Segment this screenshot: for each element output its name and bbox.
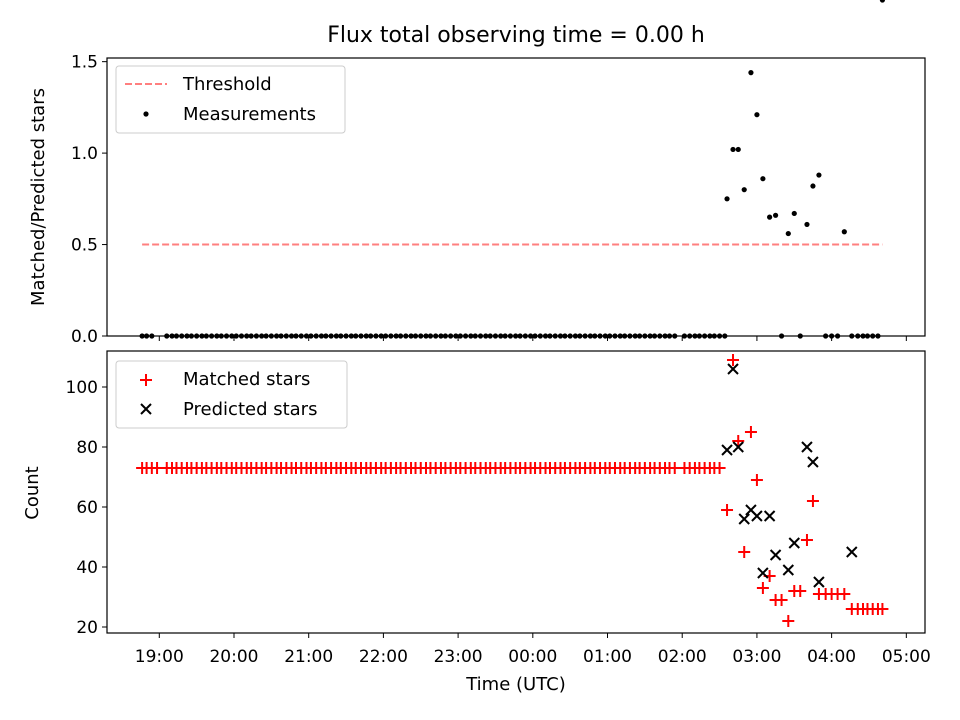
measurement-point	[772, 212, 779, 218]
matched-star-point	[732, 435, 745, 447]
bottom-legend: Matched stars Predicted stars	[115, 360, 348, 429]
x-tick-label: 01:00	[583, 647, 632, 667]
measurement-point	[804, 221, 810, 228]
legend-label-matched: Matched stars	[183, 369, 310, 390]
matched-star-point	[876, 603, 889, 615]
bottom-y-tick-label: 100	[66, 378, 98, 398]
x-tick-label: 19:00	[135, 647, 184, 667]
predicted-star-point	[782, 564, 795, 576]
x-tick-label: 23:00	[434, 647, 483, 667]
measurement-point	[730, 146, 736, 153]
bottom-y-axis-label: Count	[22, 466, 43, 519]
bottom-legend-box	[115, 360, 348, 429]
legend-label-predicted: Predicted stars	[183, 399, 317, 420]
matched-star-point	[775, 594, 788, 606]
legend-label-threshold: Threshold	[182, 74, 272, 95]
matched-star-point	[738, 546, 751, 558]
bottom-axes-frame	[106, 350, 926, 634]
x-tick-label: 00:00	[508, 647, 557, 667]
predicted-star-point	[738, 513, 750, 525]
bottom-y-tick-label: 40	[76, 558, 98, 578]
matched-star-point	[794, 585, 807, 597]
top-y-axis: 0.0 0.5 1.0 1.5	[71, 53, 107, 347]
measurement-point	[748, 70, 754, 76]
measurement-point	[724, 196, 730, 202]
x-axis-label: Time (UTC)	[465, 674, 566, 695]
measurement-point	[767, 214, 773, 220]
x-tick-label: 02:00	[658, 647, 707, 667]
predicted-star-point	[813, 576, 825, 588]
x-tick-label: 03:00	[732, 647, 781, 667]
measurement-points	[139, 0, 886, 339]
matched-star-point	[800, 534, 813, 546]
bottom-y-axis: 20 40 60 80 100	[66, 378, 107, 638]
x-tick-label: 20:00	[209, 647, 258, 667]
predicted-star-point	[763, 510, 776, 522]
top-axes-frame	[106, 57, 926, 337]
measurement-point	[816, 172, 822, 178]
top-legend: Threshold Measurements	[115, 65, 346, 134]
top-y-tick-label: 0.0	[71, 327, 98, 347]
top-x-ticks	[158, 336, 907, 341]
matched-star-point	[838, 588, 851, 600]
measurement-point	[791, 210, 797, 217]
x-tick-label: 22:00	[359, 647, 408, 667]
measurement-point	[785, 230, 791, 237]
measurement-point	[810, 183, 816, 189]
top-y-tick-label: 0.5	[71, 236, 98, 256]
top-y-axis-label: Matched/Predicted stars	[28, 88, 49, 306]
bottom-y-tick-label: 60	[76, 498, 98, 518]
predicted-star-point	[732, 441, 744, 453]
bottom-y-tick-label: 20	[76, 618, 98, 638]
predicted-star-point	[807, 456, 819, 468]
legend-label-measurements: Measurements	[183, 104, 316, 125]
predicted-star-point	[769, 549, 782, 561]
bottom-x-axis: 19:00 20:00 21:00 22:00 23:00 00:00 01:00 02:00…	[135, 633, 931, 667]
matched-star-point	[750, 474, 763, 486]
measurements-legend-swatch	[143, 111, 149, 117]
top-legend-box	[115, 65, 346, 134]
matched-star-point	[756, 582, 769, 594]
predicted-star-point	[751, 510, 763, 522]
measurement-point	[754, 112, 760, 118]
predicted-star-point	[757, 567, 769, 579]
predicted-legend-swatch	[140, 403, 152, 415]
predicted-star-point	[801, 441, 813, 453]
measurement-point	[735, 146, 741, 153]
x-tick-label: 21:00	[284, 647, 333, 667]
matched-star-point	[727, 354, 740, 366]
predicted-star-point	[727, 363, 739, 375]
predicted-star-point	[788, 537, 800, 549]
matched-star-point	[713, 462, 726, 474]
predicted-star-point	[846, 546, 858, 558]
count-points	[136, 354, 889, 627]
chart-title: Flux total observing time = 0.00 h	[327, 23, 705, 48]
measurement-point	[841, 229, 847, 235]
bottom-y-tick-label: 80	[76, 438, 98, 458]
measurement-point	[741, 187, 747, 193]
matched-legend-swatch	[140, 374, 152, 386]
x-tick-label: 05:00	[882, 647, 931, 667]
matched-star-point	[744, 426, 757, 438]
top-panel: 0.0 0.5 1.0 1.5 Matched/Predicted stars Thr…	[28, 0, 926, 347]
top-y-tick-label: 1.0	[71, 144, 98, 164]
matched-star-point	[806, 495, 819, 507]
x-tick-label: 04:00	[807, 647, 856, 667]
top-y-tick-label: 1.5	[71, 53, 98, 73]
predicted-star-point	[721, 444, 733, 456]
bottom-panel: 20 40 60 80 100 19:00 20:00 21:00 22:00 23:00 00:…	[22, 350, 931, 695]
matched-star-point	[721, 504, 734, 516]
matched-star-point	[782, 615, 795, 627]
measurement-point	[879, 0, 886, 3]
measurement-point	[760, 176, 766, 182]
